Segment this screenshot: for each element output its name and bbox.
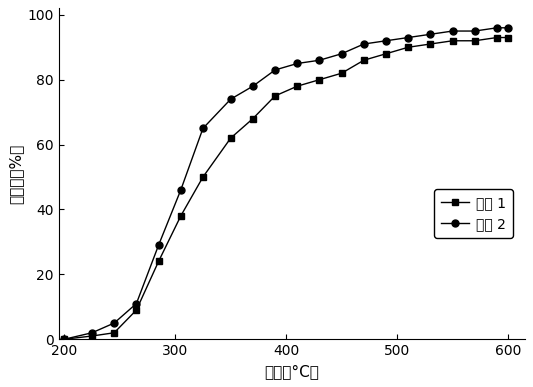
Line: 实例 2: 实例 2	[61, 24, 512, 343]
实例 1	[294, 84, 301, 89]
实例 1	[61, 337, 68, 342]
实例 1	[338, 71, 345, 75]
实例 1	[177, 214, 184, 218]
实例 1	[272, 94, 278, 98]
X-axis label: 温度（°C）: 温度（°C）	[264, 364, 319, 378]
实例 2	[405, 35, 411, 40]
实例 2	[427, 32, 433, 37]
实例 2	[472, 29, 478, 33]
实例 2	[494, 26, 500, 30]
实例 2	[111, 321, 117, 325]
实例 2	[449, 29, 456, 33]
实例 2	[294, 61, 301, 66]
实例 1	[505, 35, 511, 40]
实例 1	[449, 38, 456, 43]
实例 1	[111, 330, 117, 335]
实例 1	[472, 38, 478, 43]
实例 1	[427, 42, 433, 46]
实例 2	[361, 42, 367, 46]
Line: 实例 1: 实例 1	[61, 34, 511, 342]
实例 2	[505, 26, 511, 30]
实例 2	[316, 58, 322, 63]
实例 2	[133, 301, 140, 306]
实例 2	[228, 97, 234, 101]
实例 1	[228, 136, 234, 140]
实例 1	[316, 77, 322, 82]
实例 1	[249, 116, 256, 121]
实例 2	[89, 330, 95, 335]
实例 2	[61, 337, 68, 342]
实例 2	[156, 243, 162, 248]
实例 1	[156, 259, 162, 264]
Legend: 实例 1, 实例 2: 实例 1, 实例 2	[434, 189, 513, 238]
实例 1	[89, 334, 95, 338]
Y-axis label: 转化率（%）: 转化率（%）	[9, 144, 23, 204]
实例 2	[383, 38, 389, 43]
实例 2	[249, 84, 256, 89]
实例 1	[383, 51, 389, 56]
实例 1	[405, 45, 411, 50]
实例 2	[200, 126, 206, 131]
实例 1	[133, 308, 140, 312]
实例 2	[338, 51, 345, 56]
实例 2	[177, 188, 184, 192]
实例 2	[272, 68, 278, 72]
实例 1	[200, 175, 206, 179]
实例 1	[361, 58, 367, 63]
实例 1	[494, 35, 500, 40]
